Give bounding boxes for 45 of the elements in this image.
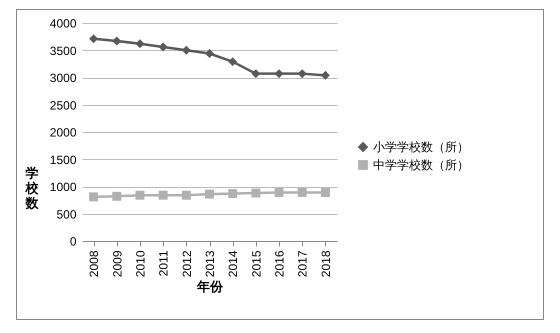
- x-tick-label: 2016: [272, 250, 287, 278]
- legend-label: 中学学校数（所）: [373, 158, 469, 172]
- y-tick-label: 0: [70, 234, 77, 248]
- point: [320, 188, 330, 197]
- point: [112, 36, 122, 46]
- point: [251, 188, 260, 198]
- point: [205, 49, 214, 58]
- point: [228, 189, 238, 198]
- point: [274, 188, 284, 197]
- point: [320, 70, 330, 80]
- x-tick-label: 2009: [110, 250, 124, 278]
- point: [158, 42, 168, 52]
- point: [158, 190, 168, 200]
- x-axis-title: 年份: [196, 279, 224, 294]
- point: [228, 57, 238, 66]
- point: [135, 190, 144, 200]
- x-tick-label: 2013: [203, 250, 217, 278]
- x-tick-label: 2012: [180, 250, 194, 278]
- y-tick-label: 2500: [50, 98, 77, 112]
- y-tick-label: 3500: [50, 44, 77, 58]
- point: [112, 192, 122, 201]
- y-tick-label: 3000: [50, 71, 77, 85]
- x-tick-label: 2014: [226, 250, 240, 278]
- x-tick-label: 2011: [156, 250, 171, 276]
- point: [135, 39, 144, 48]
- x-tick-label: 2008: [87, 250, 102, 278]
- y-tick-label: 2000: [50, 126, 77, 140]
- point: [182, 190, 191, 200]
- point: [205, 190, 214, 199]
- y-axis-title: 学校数: [24, 166, 40, 210]
- x-tick-label: 2010: [133, 250, 148, 278]
- x-tick-label: 2017: [296, 250, 310, 278]
- y-tick-label: 1000: [50, 180, 77, 194]
- point: [89, 34, 98, 44]
- point: [298, 69, 307, 78]
- y-tick-label: 1500: [50, 152, 77, 167]
- point: [298, 188, 307, 197]
- point: [89, 192, 98, 202]
- legend-label: 小学学校数（所）: [373, 140, 469, 154]
- point: [251, 69, 260, 78]
- x-tick-label: 2018: [318, 250, 333, 278]
- y-tick-label: 500: [56, 207, 77, 222]
- point: [182, 46, 191, 55]
- x-tick-label: 2015: [249, 250, 264, 278]
- y-tick-label: 4000: [50, 16, 77, 30]
